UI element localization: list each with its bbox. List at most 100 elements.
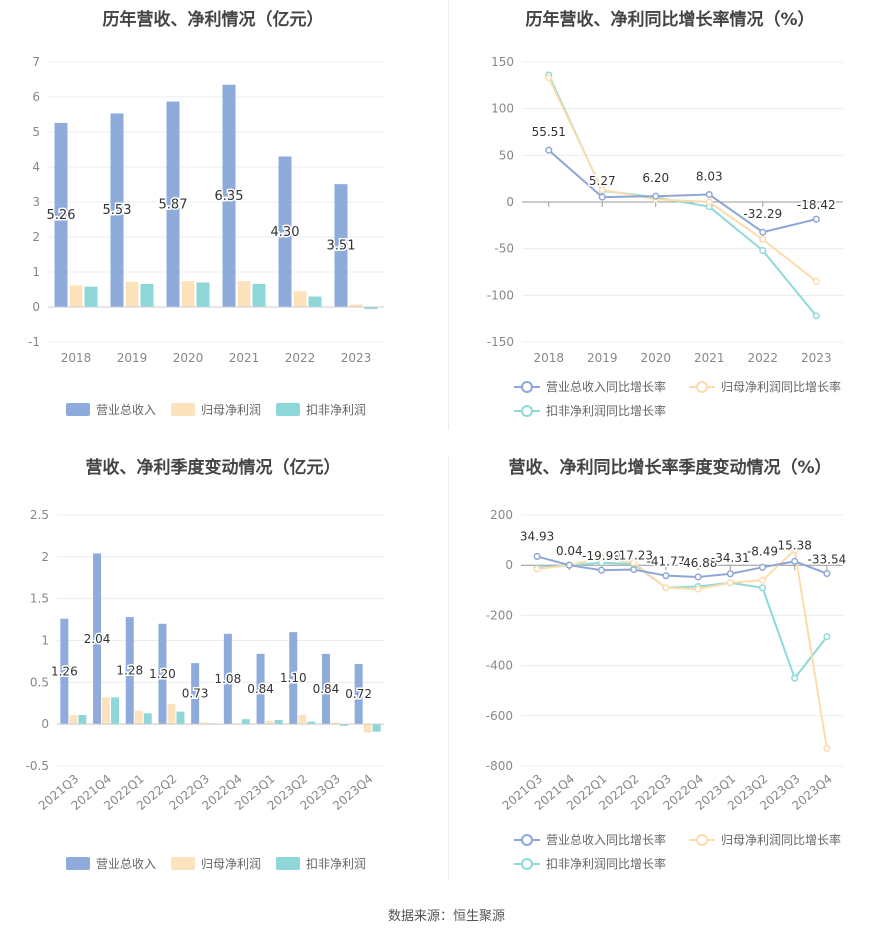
y-tick-label: 1	[32, 265, 40, 279]
deducted-profit-bar	[241, 719, 250, 725]
net-profit-bar	[102, 697, 111, 725]
x-tick-label: 2018	[61, 351, 92, 365]
quarterly-revenue-profit-chart: 营收、净利季度变动情况（亿元） -0.5 0 0.5 1 1.5 2 2.5 1.26 2.04…	[0, 448, 446, 888]
revenue-growth-line	[548, 149, 817, 234]
annual-growth-rate-plot: -150 -100 -50 0 50 100 150 55.51 5.27 6.20 8.03 -32…	[487, 55, 843, 418]
revenue-bar	[166, 101, 180, 307]
revenue-data-label: 0.73	[182, 687, 209, 701]
y-tick-label: 200	[490, 508, 513, 522]
legend-label: 归母净利润	[201, 857, 261, 871]
y-tick-label: -1	[28, 335, 40, 349]
net-profit-growth-line	[547, 77, 817, 283]
legend-label: 归母净利润同比增长率	[721, 379, 841, 394]
y-tick-label: 4	[32, 160, 40, 174]
revenue-growth-data-label: -33.54	[808, 553, 847, 567]
revenue-data-label: 0.72	[345, 687, 372, 701]
revenue-growth-point	[597, 566, 606, 574]
deducted-profit-growth-point	[791, 674, 799, 682]
net-profit-bar	[298, 714, 307, 725]
annual-revenue-profit-chart: 历年营收、净利情况（亿元） -1 0 1 2 3 4 5 6 7 5.26 5.53 5.87 6.35…	[0, 0, 446, 430]
net-profit-bar	[181, 281, 195, 307]
panel-divider-top	[448, 0, 449, 430]
deducted-profit-bar	[372, 724, 381, 732]
legend-swatch	[66, 403, 90, 416]
legend-marker	[521, 381, 533, 393]
deducted-profit-growth-line	[537, 561, 828, 681]
revenue-data-label: 1.08	[214, 672, 241, 686]
revenue-growth-point	[823, 570, 831, 578]
revenue-growth-point	[726, 570, 734, 578]
net-profit-growth-point	[694, 585, 702, 593]
net-profit-growth-point	[812, 277, 820, 285]
deducted-profit-growth-point	[812, 312, 820, 320]
y-tick-label: 100	[491, 102, 514, 116]
net-profit-growth-point	[791, 546, 799, 554]
revenue-bar	[222, 84, 236, 307]
revenue-growth-point	[758, 563, 767, 571]
x-tick-label: 2020	[640, 351, 671, 365]
revenue-data-label: 5.26	[47, 208, 76, 223]
revenue-data-label: 0.84	[247, 682, 274, 696]
y-tick-label: -200	[486, 608, 513, 622]
revenue-growth-point	[791, 557, 799, 565]
data-source-note: 数据来源：恒生聚源	[387, 909, 505, 924]
legend-marker	[696, 834, 708, 846]
revenue-growth-data-label: -46.88	[679, 556, 718, 570]
revenue-growth-point	[759, 228, 767, 236]
legend-label: 归母净利润	[201, 403, 261, 417]
net-profit-growth-point	[823, 744, 831, 752]
legend-marker	[521, 858, 533, 870]
deducted-profit-bar	[252, 283, 266, 307]
revenue-growth-data-label: -8.49	[747, 544, 778, 558]
legend-swatch	[276, 857, 300, 870]
net-profit-bar	[134, 710, 143, 725]
y-tick-label: -50	[494, 242, 514, 256]
revenue-growth-point	[545, 146, 553, 154]
net-profit-bar	[330, 722, 339, 725]
revenue-growth-data-label: 5.27	[589, 174, 616, 188]
legend-marker	[696, 381, 708, 393]
revenue-data-label: 1.20	[149, 667, 176, 681]
net-profit-bar	[363, 724, 372, 733]
legend-label: 扣非净利润	[306, 857, 366, 871]
annual-revenue-profit-plot: -1 0 1 2 3 4 5 6 7 5.26 5.53 5.87 6.35 4.30 3.51 2018 20…	[28, 55, 384, 417]
y-tick-label: -0.5	[26, 759, 49, 773]
revenue-bar	[93, 553, 102, 725]
y-tick-label: 0	[506, 195, 514, 209]
y-tick-label: 0.5	[30, 675, 49, 689]
x-tick-label: 2018	[533, 351, 564, 365]
revenue-growth-point	[662, 572, 670, 580]
revenue-growth-data-label: 15.38	[778, 538, 812, 552]
deducted-profit-bar	[143, 713, 152, 725]
panel-divider-bottom	[448, 455, 449, 880]
y-tick-label: 2	[41, 550, 49, 564]
legend-label: 营业总收入	[96, 403, 156, 417]
revenue-growth-data-label: -17.23	[614, 549, 653, 563]
legend-label: 扣非净利润	[306, 403, 366, 417]
net-profit-growth-point	[705, 198, 713, 206]
deducted-profit-bar	[84, 286, 98, 307]
quarterly-revenue-profit-plot: -0.5 0 0.5 1 1.5 2 2.5 1.26 2.04 1.28 1.20 0.73 1.08…	[26, 508, 384, 871]
legend-label: 扣非净利润同比增长率	[546, 403, 666, 418]
net-profit-growth-point	[545, 74, 553, 82]
y-tick-label: -100	[487, 288, 514, 302]
quarterly-growth-rate-plot: -800 -600 -400 -200 0 200 34.930.04 -19.90-17.2…	[486, 508, 848, 871]
deducted-profit-bar	[140, 283, 154, 307]
deducted-profit-bar	[274, 719, 283, 725]
revenue-growth-data-label: 6.20	[642, 171, 669, 185]
revenue-growth-data-label: 55.51	[532, 125, 566, 139]
legend-swatch	[171, 857, 195, 870]
x-tick-label: 2022	[285, 351, 316, 365]
revenue-data-label: 1.26	[51, 664, 78, 678]
net-profit-bar	[265, 720, 274, 725]
annual-growth-rate-chart: 历年营收、净利同比增长率情况（%） -150 -100 -50 0 50 100 150 55…	[447, 0, 893, 430]
x-tick-label: 2021	[694, 351, 725, 365]
y-tick-label: 0	[505, 558, 513, 572]
legend-label: 扣非净利润同比增长率	[546, 856, 666, 871]
y-tick-label: 2	[32, 230, 40, 244]
net-profit-bar	[293, 291, 307, 307]
revenue-growth-data-label: 8.03	[696, 170, 723, 184]
y-tick-label: 5	[32, 125, 40, 139]
revenue-bar	[125, 617, 134, 725]
x-tick-label: 2021	[229, 351, 260, 365]
